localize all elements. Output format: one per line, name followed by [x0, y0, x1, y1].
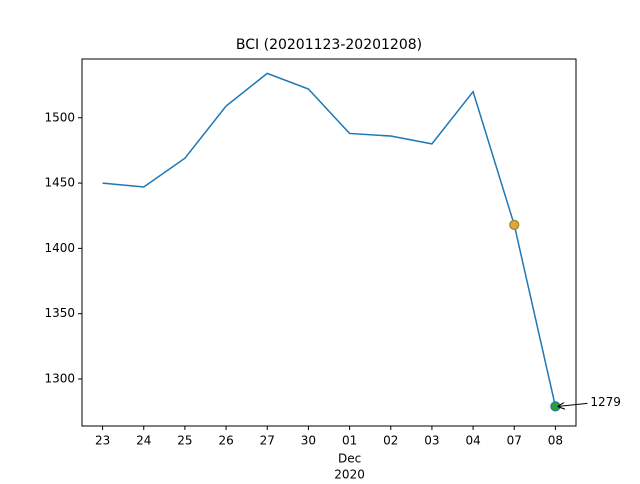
x-tick-label: 23 [95, 434, 110, 448]
y-tick-label: 1300 [44, 371, 75, 385]
x-tick-label: 08 [548, 434, 563, 448]
x-year-label: 2020 [334, 468, 365, 481]
x-tick-label: 03 [424, 434, 439, 448]
y-tick-label: 1350 [44, 306, 75, 320]
y-tick-label: 1400 [44, 241, 75, 255]
x-tick-label: 25 [177, 434, 192, 448]
y-tick-label: 1450 [44, 176, 75, 190]
annotation-label: 1279 [590, 395, 621, 409]
line-series [102, 72, 557, 407]
x-tick-label: 26 [218, 434, 233, 448]
x-month-label: Dec [338, 452, 361, 466]
x-tick-label: 02 [383, 434, 398, 448]
y-tick-label: 1500 [44, 110, 75, 124]
plot-frame [81, 58, 577, 427]
x-tick-label: 01 [342, 434, 357, 448]
x-tick-label: 04 [465, 434, 480, 448]
highlight-marker [509, 219, 520, 230]
x-tick-label: 30 [301, 434, 316, 448]
x-tick-label: 07 [507, 434, 522, 448]
annotation-arrow [558, 403, 588, 406]
chart-title: BCI (20201123-20201208) [236, 37, 422, 53]
x-tick-label: 24 [136, 434, 151, 448]
x-tick-label: 27 [260, 434, 275, 448]
